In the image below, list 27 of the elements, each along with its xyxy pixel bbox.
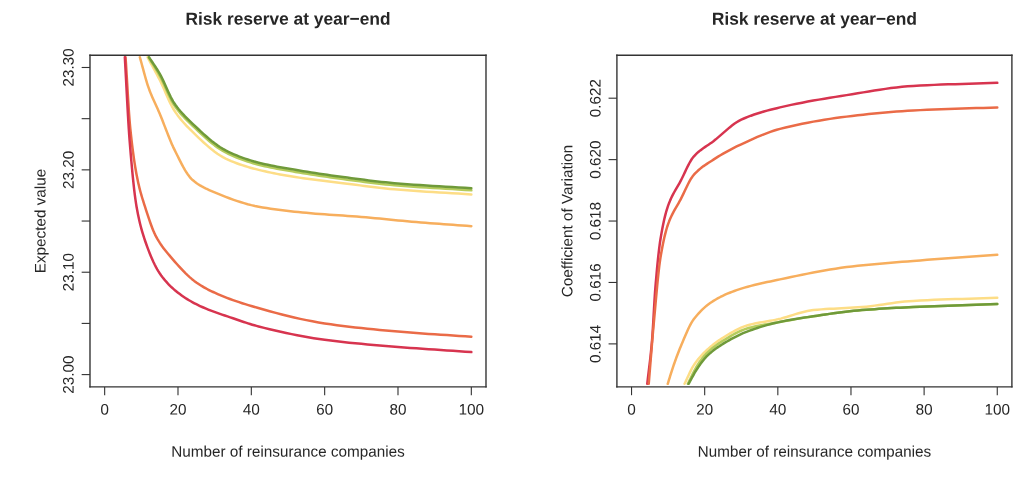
x-tick-label: 60: [843, 403, 859, 415]
x-axis-title: Number of reinsurance companies: [172, 445, 405, 460]
x-tick-label: 20: [696, 403, 713, 415]
y-axis-title: Expected value: [34, 169, 49, 273]
y-tick-label: 0.622: [589, 79, 601, 117]
x-axis-title: Number of reinsurance companies: [698, 445, 931, 460]
chart-title: Risk reserve at year−end: [186, 12, 390, 29]
x-tick-label: 100: [459, 403, 484, 415]
x-tick-label: 20: [170, 403, 186, 415]
y-tick-label: 0.616: [589, 264, 601, 301]
y-tick-label: 23.30: [62, 48, 74, 86]
x-tick-label: 80: [916, 403, 933, 415]
x-tick-label: 60: [316, 403, 333, 415]
y-tick-label: 0.614: [589, 325, 601, 363]
x-tick-label: 40: [243, 403, 260, 415]
chart-title: Risk reserve at year−end: [713, 12, 916, 29]
y-axis-title: Coefficient of Variation: [561, 145, 573, 297]
x-tick-label: 100: [985, 403, 1010, 415]
y-tick-label: 0.620: [589, 141, 601, 179]
x-tick-label: 80: [390, 403, 406, 415]
x-tick-label: 0: [627, 403, 636, 415]
y-tick-label: 23.00: [62, 356, 74, 393]
y-tick-label: 0.618: [589, 202, 601, 240]
y-tick-label: 23.10: [62, 253, 74, 291]
x-tick-label: 40: [769, 403, 786, 415]
y-tick-label: 23.20: [62, 151, 74, 189]
x-tick-label: 0: [101, 403, 109, 415]
